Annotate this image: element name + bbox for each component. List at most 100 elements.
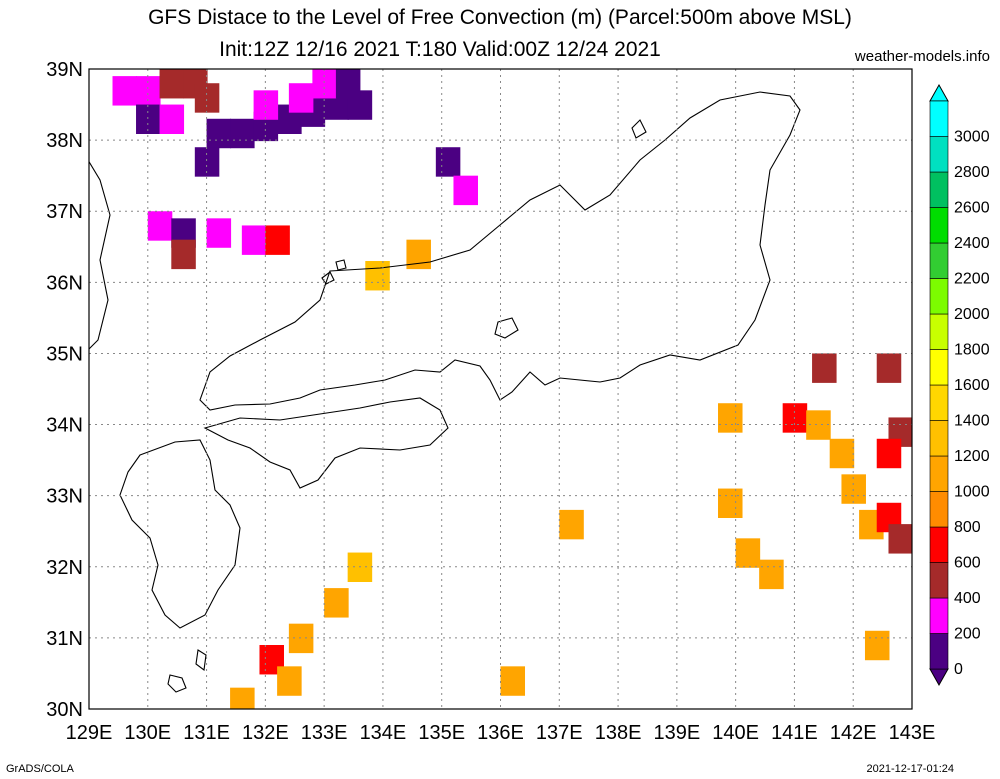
lat-tick-label: 31N: [46, 628, 83, 650]
legend-swatch: [929, 384, 949, 421]
lfc-cell: [365, 261, 390, 291]
lon-tick-label: 134E: [360, 722, 407, 744]
lfc-cell: [759, 559, 784, 590]
legend-label: 3000: [954, 129, 990, 146]
legend-label: 2800: [954, 164, 990, 181]
lon-tick-label: 138E: [595, 722, 642, 744]
lon-tick-label: 136E: [477, 722, 524, 744]
legend-swatch: [929, 171, 949, 208]
legend-label: 2600: [954, 200, 990, 217]
lfc-cell: [277, 666, 302, 696]
lon-tick-label: 132E: [242, 722, 289, 744]
lat-tick-label: 34N: [46, 415, 83, 437]
map-title: GFS Distace to the Level of Free Convect…: [148, 6, 852, 29]
lat-tick-label: 33N: [46, 486, 83, 508]
lfc-cell: [324, 588, 349, 618]
legend-swatch: [929, 597, 949, 634]
legend-upper-arrow: [929, 83, 949, 102]
lat-tick-label: 39N: [46, 59, 83, 81]
lon-tick-label: 142E: [830, 722, 877, 744]
lfc-cell: [864, 630, 890, 661]
lfc-cell: [265, 225, 290, 255]
gridlines: [89, 69, 912, 709]
legend-swatch: [929, 420, 949, 457]
lfc-cell: [159, 104, 185, 134]
lat-tick-label: 30N: [46, 699, 83, 721]
lfc-cell: [335, 69, 361, 99]
legend-swatch: [929, 455, 949, 492]
legend-swatch: [929, 313, 949, 350]
legend-swatch: [929, 633, 949, 670]
footer-timestamp: 2021-12-17-01:24: [866, 763, 954, 775]
lfc-cell: [812, 353, 837, 383]
legend-label: 800: [954, 519, 981, 536]
lfc-cell: [171, 239, 196, 270]
lfc-cell: [453, 175, 478, 206]
lfc-cell: [735, 538, 761, 568]
lon-tick-label: 133E: [301, 722, 348, 744]
lfc-cell: [829, 438, 855, 469]
lon-tick-label: 130E: [124, 722, 171, 744]
legend-swatch: [929, 562, 949, 599]
lon-tick-label: 139E: [653, 722, 700, 744]
lfc-cell: [718, 488, 743, 518]
lfc-cell: [559, 509, 584, 540]
coastline: [89, 91, 801, 693]
map-subtitle: Init:12Z 12/16 2021 T:180 Valid:00Z 12/2…: [219, 38, 661, 61]
legend-label: 2000: [954, 306, 990, 323]
legend-label: 1600: [954, 377, 990, 394]
lfc-cell: [230, 118, 255, 149]
lfc-field: [112, 69, 912, 709]
lfc-cell: [159, 69, 185, 99]
lfc-cell: [435, 147, 461, 177]
lon-tick-labels: 129E 130E 131E 132E 133E 134E 135E 136E 137E 138E…: [66, 722, 936, 744]
legend-swatch: [929, 278, 949, 315]
legend-label: 1200: [954, 448, 990, 465]
lat-tick-label: 38N: [46, 130, 83, 152]
legend-label: 600: [954, 555, 981, 572]
lon-tick-label: 135E: [418, 722, 465, 744]
lfc-cell: [288, 83, 314, 113]
lfc-cell: [288, 623, 314, 654]
lfc-cell: [888, 524, 912, 554]
lon-tick-label: 137E: [536, 722, 583, 744]
legend-label: 2200: [954, 271, 990, 288]
legend-label: 1800: [954, 342, 990, 359]
site-label: weather-models.info: [854, 48, 990, 65]
legend-label: 2400: [954, 235, 990, 252]
legend-label: 400: [954, 590, 981, 607]
lfc-cell: [112, 76, 138, 106]
legend-lower-arrow: [929, 668, 949, 687]
lfc-cell: [806, 410, 831, 440]
lon-tick-label: 131E: [183, 722, 230, 744]
lfc-cell: [136, 76, 161, 106]
footer-credit: GrADS/COLA: [6, 763, 74, 775]
lfc-cell: [718, 403, 743, 433]
legend-swatch: [929, 136, 949, 173]
lat-tick-label: 37N: [46, 201, 83, 223]
lfc-cell: [500, 666, 526, 696]
lfc-cell: [876, 353, 902, 383]
lfc-cell: [876, 438, 902, 469]
legend-label: 200: [954, 626, 981, 643]
lat-tick-label: 32N: [46, 557, 83, 579]
lon-tick-label: 141E: [771, 722, 818, 744]
legend-swatch: [929, 242, 949, 279]
lfc-cell: [241, 225, 267, 255]
lon-tick-label: 143E: [889, 722, 936, 744]
color-legend: 0 200 400 600 800 1000 1200 1400 1600 1800 2000 220…: [929, 83, 990, 687]
legend-label: 1400: [954, 413, 990, 430]
lfc-cell: [147, 211, 173, 241]
legend-swatch: [929, 100, 949, 137]
legend-swatch: [929, 491, 949, 528]
lon-tick-label: 140E: [712, 722, 759, 744]
legend-swatch: [929, 526, 949, 563]
lfc-cell: [230, 687, 255, 709]
legend-label: 1000: [954, 484, 990, 501]
lfc-cell: [206, 218, 232, 248]
lat-tick-labels: 30N 31N 32N 33N 34N 35N 36N 37N 38N 39N: [46, 59, 83, 721]
lon-tick-label: 129E: [66, 722, 113, 744]
lfc-cell: [206, 118, 232, 149]
legend-label: 0: [954, 661, 963, 678]
